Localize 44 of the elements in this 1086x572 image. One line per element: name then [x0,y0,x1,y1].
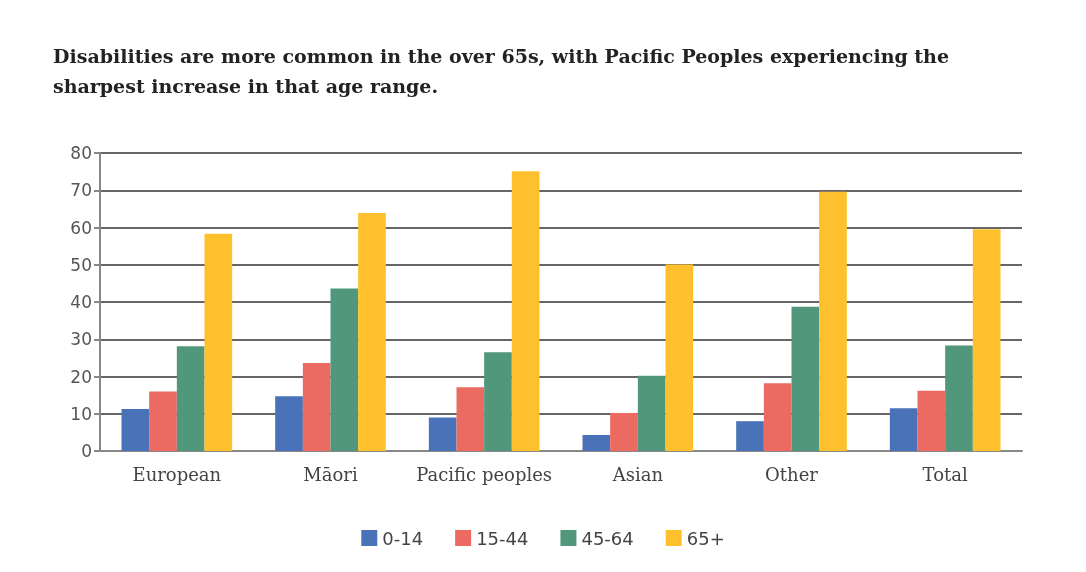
y-tick-label: 30 [70,329,92,350]
bar [637,375,666,451]
y-tick-label: 70 [70,180,92,201]
bar [791,306,820,451]
bar [972,229,1001,451]
bar [204,233,233,451]
bar [275,396,303,451]
x-tick-label: Total [922,463,968,485]
chart-title: Disabilities are more common in the over 65s, with Pacific Peoples experiencing the sharpest increase in that age range. [53,45,956,97]
y-tick-label: 60 [70,217,92,238]
bar [302,363,331,451]
bar [358,212,386,451]
x-tick-label: Pacific peoples [416,463,553,485]
bar [511,171,540,451]
bar [917,390,946,451]
x-tick-label: Asian [611,463,664,485]
bar [736,421,764,451]
bar [665,264,694,451]
x-tick-label: Other [765,463,819,485]
bar [330,288,359,451]
legend-label: 45-64 [581,527,634,549]
bar [428,417,457,451]
y-tick-label: 20 [70,366,92,387]
bar [610,413,638,451]
y-tick-label: 80 [70,143,92,163]
x-tick-label: Māori [303,463,358,485]
bar [456,387,485,451]
y-tick-label: 40 [70,292,92,312]
y-tick-label: 50 [70,254,92,275]
bar [889,408,918,451]
bar [945,345,973,451]
bar [176,346,205,451]
y-tick-label: 0 [81,441,92,461]
y-tick-label: 10 [70,403,92,424]
legend-label: 15-44 [476,527,529,549]
bar [121,408,150,451]
bar [763,383,792,451]
legend-label: 65+ [686,527,725,549]
x-tick-label: European [132,463,222,485]
bar [484,352,512,451]
legend-label: 0-14 [382,527,424,549]
bar [819,191,847,451]
bar [582,434,611,451]
bar [149,391,177,451]
